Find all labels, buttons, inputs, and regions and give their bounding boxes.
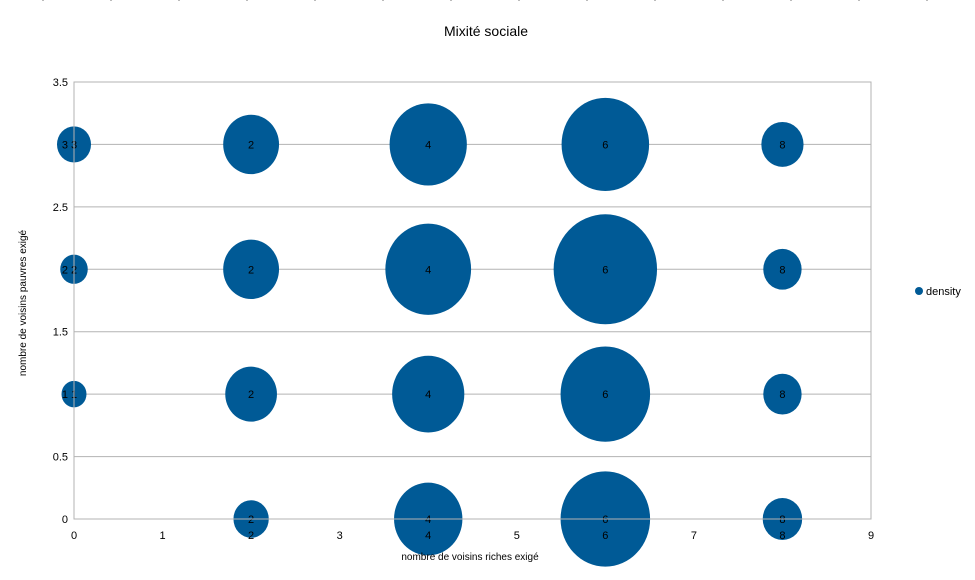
x-axis-ticks: 0 1 2 3 4 5 6 7 8 9 — [71, 530, 874, 542]
y-tick-label-6: 3 — [62, 139, 68, 151]
bubble-label-6: 2 — [248, 139, 254, 151]
bubble-label-12: 6 — [602, 389, 608, 401]
bubble-9 — [385, 223, 472, 315]
x-tick-label-3: 3 — [337, 530, 343, 542]
bubbles — [56, 97, 804, 567]
x-tick-label-7: 7 — [691, 530, 697, 542]
y-tick-label-5: 2.5 — [53, 202, 68, 214]
top-edge-dash — [110, 0, 112, 1]
y-tick-label-0: 0 — [62, 514, 68, 526]
top-edge-dash — [450, 0, 452, 1]
bubble-13 — [553, 214, 658, 325]
bubble-label-9: 4 — [425, 264, 431, 276]
y-tick-label-7: 3.5 — [53, 77, 68, 89]
bubble-label-11: 6 — [602, 514, 608, 526]
top-edge-dash — [246, 0, 248, 1]
bubble-label-17: 8 — [779, 264, 785, 276]
x-tick-label-0: 0 — [71, 530, 77, 542]
x-tick-label-5: 5 — [514, 530, 520, 542]
y-tick-label-1: 0.5 — [53, 452, 68, 464]
y-axis-label: nombre de voisins pauvres exigé — [18, 229, 29, 376]
x-axis-label: nombre de voisins riches exigé — [401, 552, 539, 563]
y-tick-label-2: 1 — [62, 389, 68, 401]
top-edge-dash — [586, 0, 588, 1]
bubble-label-5: 2 — [248, 264, 254, 276]
top-edge-dash — [858, 0, 860, 1]
bubble-label-3: 2 — [248, 514, 254, 526]
legend-label-density: density — [926, 286, 961, 298]
chart-title: Mixité sociale — [444, 23, 528, 39]
legend: density — [915, 286, 961, 298]
gridlines — [74, 81, 871, 520]
y-tick-label-3: 1.5 — [53, 327, 68, 339]
bubble-label-14: 6 — [602, 139, 608, 151]
bubble-label-16: 8 — [779, 389, 785, 401]
x-tick-label-9: 9 — [868, 530, 874, 542]
top-edge-dash — [654, 0, 656, 1]
bubble-5 — [223, 239, 280, 299]
plot-area-frame — [73, 81, 872, 520]
top-edge-dash — [314, 0, 316, 1]
y-axis-ticks: 0 0.5 1 1.5 2 2.5 3 3.5 — [53, 77, 68, 526]
y-tick-label-4: 2 — [62, 264, 68, 276]
top-edge-dash — [178, 0, 180, 1]
bubble-label-15: 8 — [779, 514, 785, 526]
bubble-18 — [761, 121, 804, 167]
top-edge-dash — [382, 0, 384, 1]
x-tick-label-4: 4 — [425, 530, 431, 542]
top-edge-dash — [926, 0, 928, 1]
top-edge-dash — [42, 0, 44, 1]
top-edge-dash — [790, 0, 792, 1]
bubble-10 — [389, 103, 467, 186]
bubble-4 — [225, 366, 277, 422]
x-tick-label-1: 1 — [159, 530, 165, 542]
legend-marker-density — [915, 287, 923, 295]
bubble-label-7: 4 — [425, 514, 431, 526]
bubble-label-18: 8 — [779, 139, 785, 151]
bubble-12 — [560, 346, 651, 442]
bubble-label-13: 6 — [602, 264, 608, 276]
bubble-16 — [763, 373, 802, 415]
x-tick-label-2: 2 — [248, 530, 254, 542]
bubble-8 — [392, 355, 465, 433]
bubble-label-10: 4 — [425, 139, 431, 151]
bubble-14 — [561, 97, 650, 191]
x-tick-label-8: 8 — [779, 530, 785, 542]
bubble-17 — [763, 248, 802, 290]
x-tick-label-6: 6 — [602, 530, 608, 542]
bubble-6 — [223, 114, 280, 175]
bubble-label-4: 2 — [248, 389, 254, 401]
bubble-label-8: 4 — [425, 389, 431, 401]
top-edge-dash — [518, 0, 520, 1]
top-edge-dash — [722, 0, 724, 1]
